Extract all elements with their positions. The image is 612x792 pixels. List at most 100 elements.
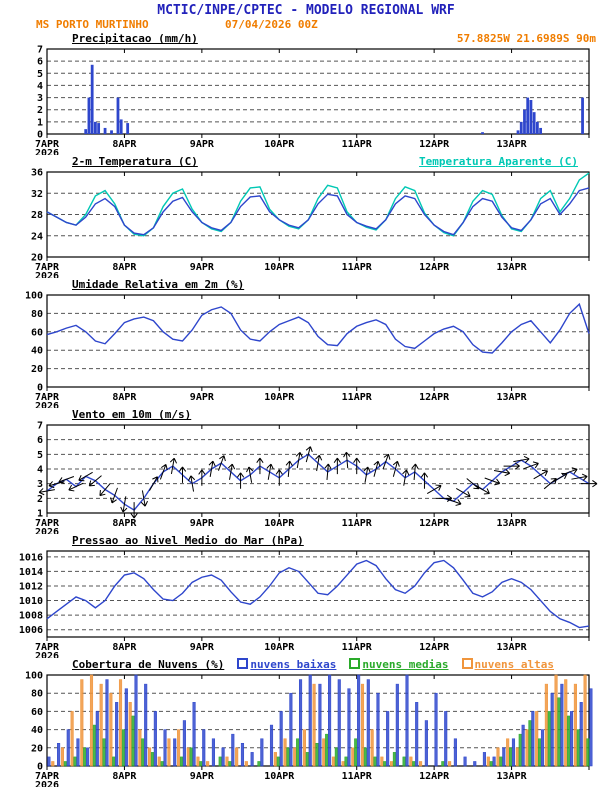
svg-text:7: 7 [37, 45, 43, 56]
svg-text:2026: 2026 [35, 271, 59, 278]
svg-text:0: 0 [37, 130, 43, 141]
panel-pressure: Pressao ao Nivel Medio do Mar (hPa) 1006… [0, 534, 612, 658]
svg-text:0: 0 [37, 762, 43, 773]
meteogram-header: MCTIC/INPE/CPTEC - MODELO REGIONAL WRF M… [0, 0, 612, 32]
svg-text:3: 3 [37, 93, 43, 104]
svg-text:1: 1 [37, 117, 43, 128]
legend-nuvens-baixas: nuvens baixas [237, 658, 336, 671]
precipitation-title: Precipitacao (mm/h) [72, 32, 198, 45]
svg-text:9APR: 9APR [190, 139, 215, 150]
svg-text:6: 6 [37, 57, 43, 68]
svg-text:1: 1 [37, 509, 43, 520]
svg-text:12APR: 12APR [419, 139, 450, 150]
page-title: MCTIC/INPE/CPTEC - MODELO REGIONAL WRF [157, 3, 455, 18]
svg-text:2026: 2026 [35, 401, 59, 408]
svg-text:7APR: 7APR [35, 771, 60, 782]
svg-text:9APR: 9APR [190, 642, 215, 653]
svg-text:60: 60 [31, 707, 43, 718]
svg-text:40: 40 [31, 725, 43, 736]
svg-text:10APR: 10APR [264, 392, 295, 403]
pressure-title-row: Pressao ao Nivel Medio do Mar (hPa) [0, 534, 612, 547]
svg-text:10APR: 10APR [264, 518, 295, 529]
svg-text:7APR: 7APR [35, 518, 60, 529]
svg-text:8APR: 8APR [112, 518, 137, 529]
svg-text:20: 20 [31, 743, 43, 754]
svg-text:2026: 2026 [35, 148, 59, 155]
svg-text:80: 80 [31, 689, 43, 700]
svg-text:1016: 1016 [19, 552, 43, 563]
svg-text:12APR: 12APR [419, 642, 450, 653]
legend-nuvens-altas: nuvens altas [461, 658, 554, 671]
svg-text:3: 3 [37, 479, 43, 490]
humidity-title: Umidade Relativa em 2m (%) [72, 278, 245, 291]
svg-text:2: 2 [37, 494, 43, 505]
svg-text:1012: 1012 [19, 581, 43, 592]
svg-text:10APR: 10APR [264, 139, 295, 150]
svg-text:1008: 1008 [19, 611, 43, 622]
cloud-title-row: Cobertura de Nuvens (%) nuvens baixas nuve… [0, 658, 612, 671]
panel-temperature: 2-m Temperatura (C) Temperatura Aparente… [0, 155, 612, 278]
apparent-temp-legend: Temperatura Aparente (C) [419, 155, 578, 168]
svg-text:80: 80 [31, 309, 43, 320]
svg-text:1014: 1014 [19, 567, 43, 578]
svg-text:12APR: 12APR [419, 262, 450, 273]
svg-text:6: 6 [37, 435, 43, 446]
svg-text:100: 100 [25, 291, 43, 302]
svg-text:12APR: 12APR [419, 518, 450, 529]
svg-text:8APR: 8APR [112, 642, 137, 653]
svg-text:2: 2 [37, 105, 43, 116]
panel-cloud-cover: Cobertura de Nuvens (%) nuvens baixas nuve… [0, 658, 612, 787]
svg-text:20: 20 [31, 253, 43, 264]
svg-text:5: 5 [37, 450, 43, 461]
svg-text:4: 4 [37, 465, 43, 476]
precipitation-title-row: Precipitacao (mm/h) 57.8825W 21.6989S 90… [0, 32, 612, 45]
svg-text:11APR: 11APR [342, 771, 373, 782]
svg-text:36: 36 [31, 168, 43, 179]
svg-text:2026: 2026 [35, 527, 59, 534]
svg-text:13APR: 13APR [497, 139, 528, 150]
panel-wind: Vento em 10m (m/s) 1 2 3 4 5 6 7 7APR 2026 8APR 9A… [0, 408, 612, 534]
svg-text:9APR: 9APR [190, 771, 215, 782]
svg-text:11APR: 11APR [342, 642, 373, 653]
panel-precipitation: Precipitacao (mm/h) 57.8825W 21.6989S 90… [0, 32, 612, 155]
model-run-timestamp: 07/04/2026 00Z [225, 18, 318, 31]
svg-text:7: 7 [37, 421, 43, 432]
svg-text:13APR: 13APR [497, 518, 528, 529]
svg-text:11APR: 11APR [342, 139, 373, 150]
svg-text:2026: 2026 [35, 780, 59, 787]
svg-text:10APR: 10APR [264, 771, 295, 782]
svg-text:100: 100 [25, 671, 43, 682]
svg-text:12APR: 12APR [419, 392, 450, 403]
legend-nuvens-medias: nuvens medias [349, 658, 449, 671]
svg-text:8APR: 8APR [112, 392, 137, 403]
station-label: MS PORTO MURTINHO [36, 18, 149, 31]
svg-text:11APR: 11APR [342, 518, 373, 529]
svg-text:7APR: 7APR [35, 262, 60, 273]
svg-text:2026: 2026 [35, 651, 59, 658]
svg-text:9APR: 9APR [190, 262, 215, 273]
pressure-title: Pressao ao Nivel Medio do Mar (hPa) [72, 534, 304, 547]
svg-text:1010: 1010 [19, 596, 43, 607]
svg-text:7APR: 7APR [35, 392, 60, 403]
svg-text:4: 4 [37, 81, 43, 92]
svg-text:9APR: 9APR [190, 518, 215, 529]
svg-text:13APR: 13APR [497, 771, 528, 782]
svg-text:10APR: 10APR [264, 262, 295, 273]
svg-text:1006: 1006 [19, 625, 43, 636]
station-coordinates: 57.8825W 21.6989S 90m [456, 32, 596, 45]
nuvens-altas-swatch-icon [461, 658, 473, 669]
svg-text:13APR: 13APR [497, 642, 528, 653]
svg-text:10APR: 10APR [264, 642, 295, 653]
svg-text:28: 28 [31, 210, 43, 221]
svg-text:13APR: 13APR [497, 392, 528, 403]
nuvens-medias-swatch-icon [349, 658, 361, 669]
svg-text:7APR: 7APR [35, 642, 60, 653]
svg-text:20: 20 [31, 364, 43, 375]
panel-humidity: Umidade Relativa em 2m (%) 0 20 40 60 80 100 7… [0, 278, 612, 408]
svg-text:7APR: 7APR [35, 139, 60, 150]
